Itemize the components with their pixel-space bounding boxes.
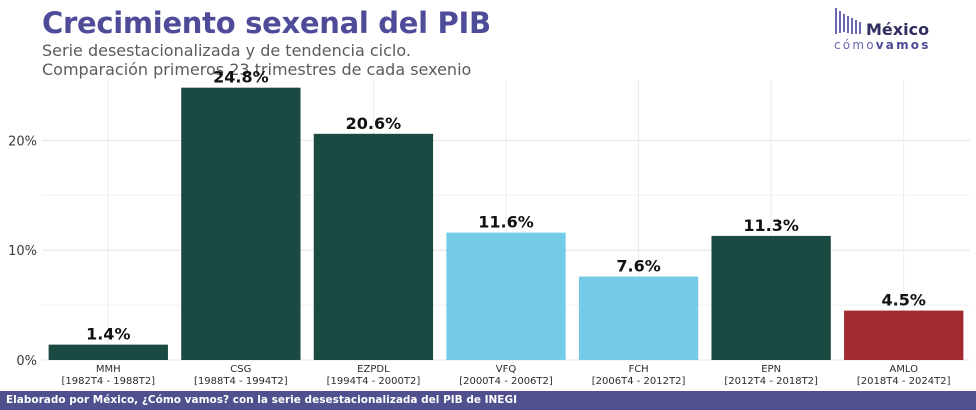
logo-tagline: cómovamos bbox=[834, 38, 931, 52]
value-label: 24.8% bbox=[213, 68, 269, 87]
bar-fch bbox=[578, 276, 699, 360]
value-label: 11.6% bbox=[478, 213, 534, 232]
x-tick-label: VFQ bbox=[496, 364, 517, 375]
bar-ezpdl bbox=[313, 133, 434, 360]
y-tick-label: 10% bbox=[8, 244, 37, 259]
bar-amlo bbox=[844, 310, 964, 360]
x-tick-period: [2000T4 - 2006T2] bbox=[459, 376, 553, 387]
chart-subtitle-line-1: Serie desestacionalizada y de tendencia … bbox=[42, 41, 411, 60]
x-tick-period: [1994T4 - 2000T2] bbox=[327, 376, 421, 387]
x-tick-period: [1988T4 - 1994T2] bbox=[194, 376, 288, 387]
value-labels: 1.4% 24.8% 20.6% 11.6% 7.6% 11.3% 4.5% bbox=[86, 68, 926, 344]
x-tick-label: EZPDL bbox=[357, 364, 390, 375]
footer-source-note: Elaborado por México, ¿Cómo vamos? con l… bbox=[0, 391, 976, 410]
chart-subtitle-line-2: Comparación primeros 23 trimestres de ca… bbox=[42, 60, 472, 79]
value-label: 7.6% bbox=[616, 257, 660, 276]
logo-tagline-part-1: cómo bbox=[834, 38, 876, 52]
x-tick-label: CSG bbox=[230, 364, 251, 375]
bar-chart: 0% 10% 20% 1.4% 24.8% 20.6% 11.6% 7.6% 11.3% 4.5… bbox=[8, 68, 970, 387]
logo-tagline-part-2: vamos bbox=[875, 38, 931, 52]
x-tick-period: [2006T4 - 2012T2] bbox=[592, 376, 686, 387]
value-label: 11.3% bbox=[743, 216, 799, 235]
value-label: 4.5% bbox=[882, 291, 926, 310]
bars bbox=[48, 87, 964, 360]
x-tick-label: FCH bbox=[628, 364, 648, 375]
x-tick-period: [2012T4 - 2018T2] bbox=[724, 376, 818, 387]
bar-mmh bbox=[48, 344, 168, 360]
chart-title: Crecimiento sexenal del PIB bbox=[42, 6, 491, 40]
bar-csg bbox=[181, 87, 301, 360]
x-tick-period: [2018T4 - 2024T2] bbox=[857, 376, 951, 387]
value-label: 20.6% bbox=[346, 114, 402, 133]
y-tick-label: 20% bbox=[8, 134, 37, 149]
x-axis: MMH[1982T4 - 1988T2] CSG[1988T4 - 1994T2]… bbox=[61, 364, 950, 387]
x-tick-period: [1982T4 - 1988T2] bbox=[61, 376, 155, 387]
logo-name: México bbox=[866, 20, 930, 39]
x-tick-label: EPN bbox=[761, 364, 781, 375]
mexico-como-vamos-logo: México cómovamos bbox=[834, 6, 974, 56]
x-tick-label: AMLO bbox=[889, 364, 918, 375]
bar-wave-icon bbox=[835, 8, 861, 34]
bar-epn bbox=[711, 235, 831, 360]
y-tick-label: 0% bbox=[16, 354, 37, 369]
value-label: 1.4% bbox=[86, 325, 130, 344]
x-tick-label: MMH bbox=[96, 364, 121, 375]
y-axis: 0% 10% 20% bbox=[8, 134, 37, 369]
bar-vfq bbox=[446, 232, 566, 360]
